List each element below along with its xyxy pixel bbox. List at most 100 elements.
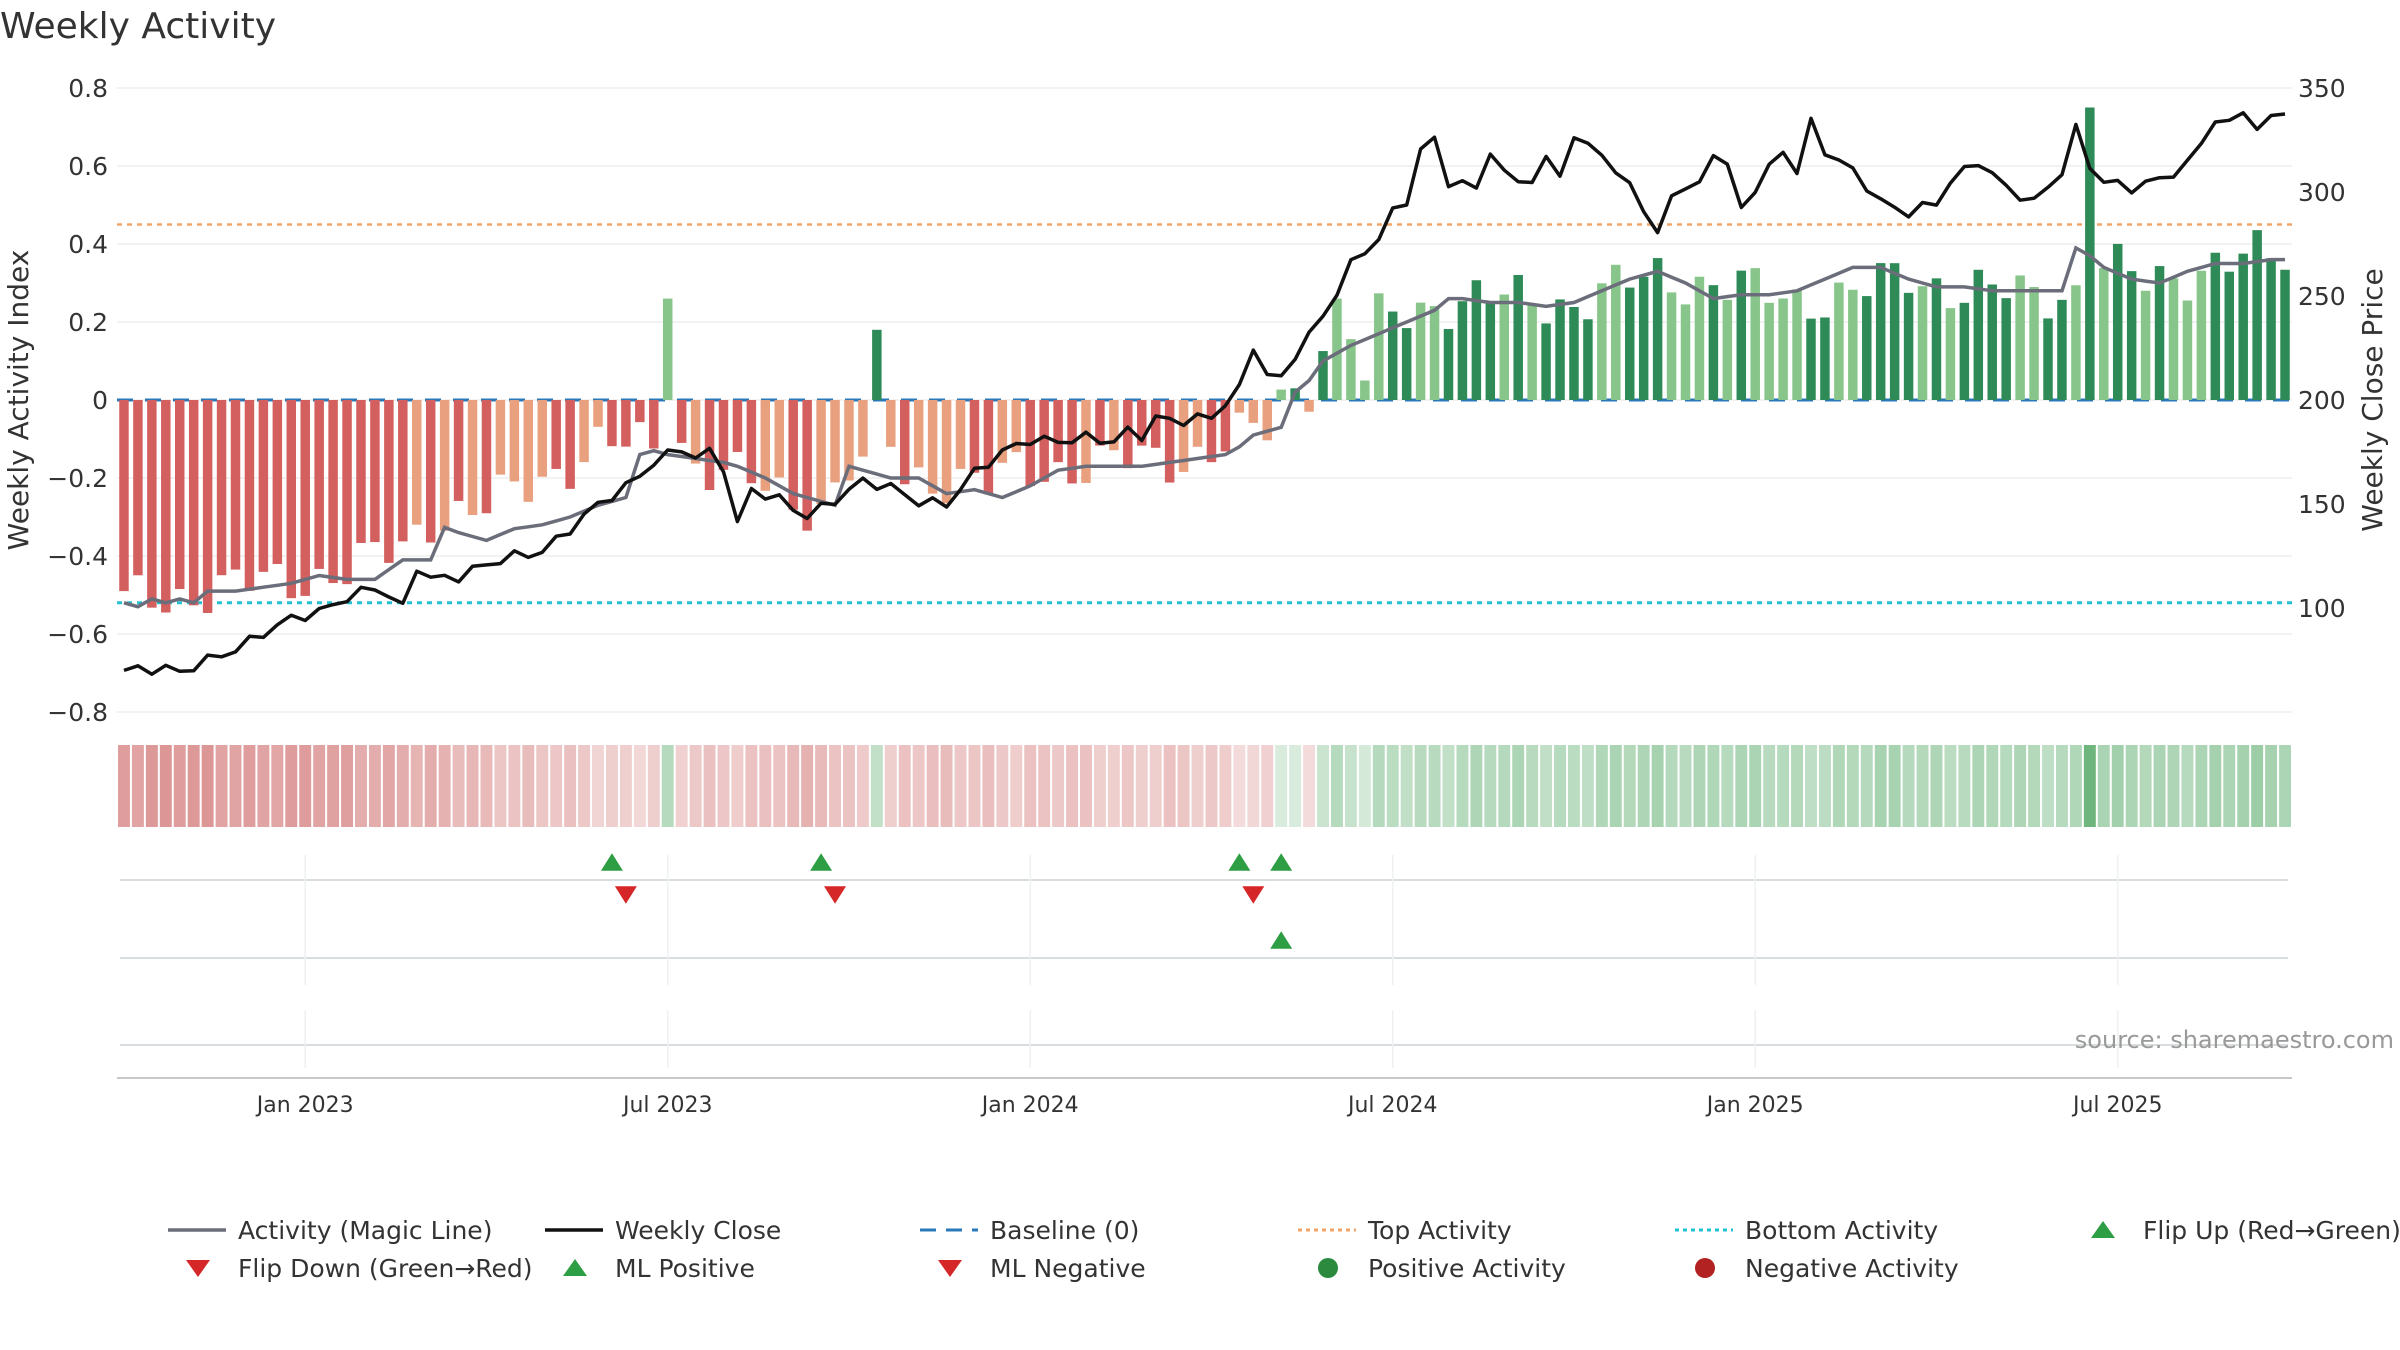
heat-cell	[1121, 745, 1134, 827]
activity-bar	[2154, 266, 2165, 400]
activity-bar	[1638, 276, 1649, 400]
heat-cell	[368, 745, 381, 827]
activity-bar	[1875, 263, 1886, 400]
heat-cell	[1735, 745, 1748, 827]
heat-cell	[1066, 745, 1079, 827]
heat-cell	[508, 745, 521, 827]
heat-cell	[1052, 745, 1065, 827]
activity-bar	[1137, 400, 1147, 446]
heat-cell	[2000, 745, 2013, 827]
activity-heat-strip	[118, 745, 2291, 827]
activity-bar	[1583, 319, 1593, 400]
heat-cell	[466, 745, 479, 827]
legend-label: Weekly Close	[615, 1216, 781, 1245]
legend-label: Activity (Magic Line)	[238, 1216, 492, 1245]
heat-cell	[494, 745, 507, 827]
activity-bar	[133, 400, 143, 576]
activity-bar	[161, 400, 171, 613]
activity-bar	[1820, 317, 1830, 400]
activity-bar	[453, 400, 464, 501]
activity-bar	[398, 400, 408, 542]
legend-item: Bottom Activity	[1675, 1216, 1938, 1245]
activity-bar	[370, 400, 380, 543]
heat-cell	[2265, 745, 2278, 827]
legend: Activity (Magic Line) Weekly Close Baselin…	[168, 1216, 2400, 1283]
activity-bars	[119, 107, 2290, 613]
activity-bar	[2210, 252, 2221, 400]
y-left-tick-label: 0	[92, 386, 108, 415]
legend-item: Negative Activity	[1695, 1254, 1959, 1283]
heat-cell	[2195, 745, 2208, 827]
heat-cell	[1093, 745, 1106, 827]
flip-up-marker	[600, 853, 623, 871]
activity-bar	[175, 400, 185, 590]
activity-bar	[2057, 299, 2067, 400]
activity-bar	[1374, 293, 1384, 400]
activity-bar	[955, 400, 966, 469]
legend-label: Baseline (0)	[990, 1216, 1139, 1245]
heat-cell	[1791, 745, 1804, 827]
activity-bar	[300, 400, 310, 596]
activity-bar	[1625, 287, 1635, 400]
activity-bar	[1541, 323, 1551, 400]
activity-bar	[1360, 380, 1370, 400]
heat-cell	[327, 745, 340, 827]
heat-cell	[1554, 745, 1566, 827]
heat-cell	[940, 745, 953, 827]
activity-bar	[872, 329, 882, 400]
activity-bar	[147, 400, 157, 608]
activity-bar	[2126, 271, 2137, 400]
heat-cell	[2181, 745, 2194, 827]
legend-label: Flip Down (Green→Red)	[238, 1254, 533, 1283]
heat-cell	[1623, 745, 1636, 827]
heat-cell	[605, 745, 618, 827]
activity-bar	[1931, 278, 1942, 400]
legend-item: ML Positive	[563, 1254, 755, 1283]
heat-cell	[759, 745, 772, 827]
activity-bar	[1834, 282, 1844, 400]
heat-cell	[1749, 745, 1762, 827]
activity-bar	[830, 400, 840, 483]
activity-bar	[2071, 285, 2081, 400]
activity-bar	[621, 400, 631, 447]
activity-bar	[1150, 400, 1161, 448]
heat-cell	[1024, 745, 1037, 827]
heat-cell	[1442, 745, 1455, 827]
activity-bar	[1862, 296, 1872, 400]
activity-bar	[1722, 299, 1733, 400]
heat-cell	[815, 745, 828, 827]
activity-bar	[635, 400, 645, 423]
activity-bar	[676, 400, 687, 443]
activity-bar	[1457, 301, 1468, 400]
heat-cell	[1874, 745, 1887, 827]
activity-bar	[690, 400, 701, 464]
activity-bar	[900, 400, 910, 485]
heat-cell	[745, 745, 758, 827]
x-tick-label: Jul 2024	[1346, 1093, 1438, 1118]
heat-cell	[131, 745, 144, 827]
activity-bar	[1555, 299, 1565, 400]
heat-cell	[1721, 745, 1734, 827]
activity-bar	[328, 400, 338, 584]
activity-bar	[1485, 301, 1496, 400]
heat-cell	[229, 745, 242, 827]
heat-cell	[954, 745, 967, 827]
activity-bar	[523, 400, 534, 502]
axes: −0.8 −0.6 −0.4 −0.2 0 0.2 0.4 0.6 0.8 100 150 200 25…	[47, 74, 2345, 1118]
legend-label: ML Positive	[615, 1254, 755, 1283]
activity-bar	[188, 400, 199, 606]
y-left-tick-label: 0.6	[68, 152, 108, 181]
activity-bar	[1346, 339, 1356, 400]
activity-bar	[1569, 306, 1579, 400]
heat-cell	[313, 745, 326, 827]
heat-cell	[968, 745, 981, 827]
activity-bar	[969, 400, 980, 473]
activity-bar	[983, 400, 994, 494]
activity-bar	[1039, 400, 1049, 482]
legend-swatch	[1695, 1258, 1715, 1278]
heat-cell	[801, 745, 814, 827]
activity-bar	[593, 400, 603, 427]
heat-cell	[1344, 745, 1357, 827]
activity-bar	[1276, 389, 1286, 400]
heat-cell	[2153, 745, 2166, 827]
